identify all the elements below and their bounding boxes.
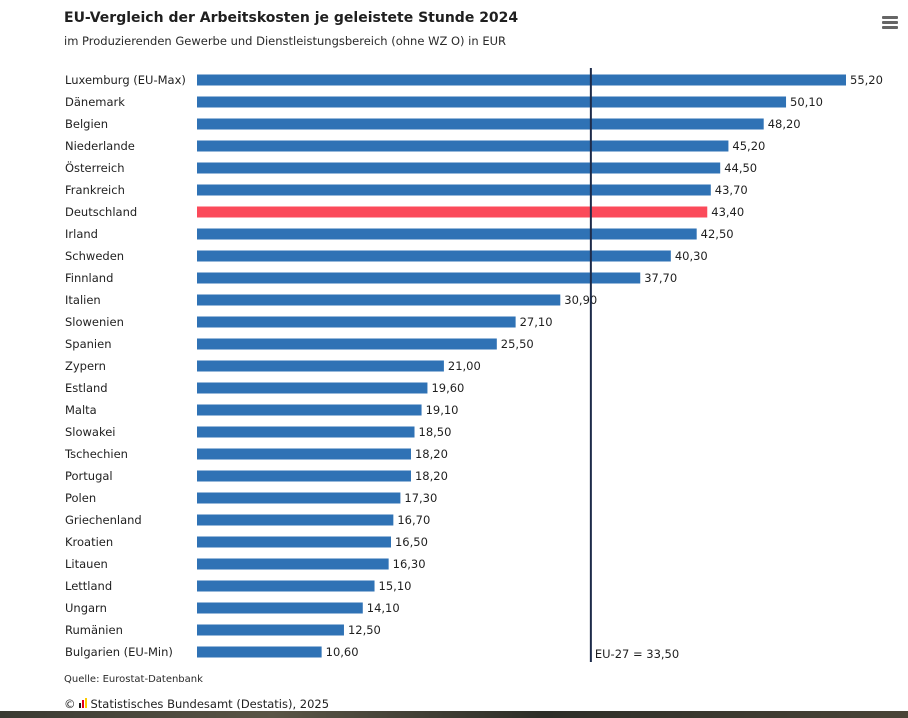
category-label: Lettland [65, 579, 112, 593]
bar [197, 228, 697, 240]
bars-layer [197, 74, 846, 658]
value-label: 42,50 [701, 227, 734, 241]
bar [197, 426, 415, 438]
category-label: Österreich [65, 159, 125, 175]
bar [197, 536, 391, 548]
category-label: Dänemark [65, 95, 125, 109]
bar [197, 140, 729, 152]
category-label: Deutschland [65, 205, 137, 219]
value-label: 50,10 [790, 95, 823, 109]
bar [197, 338, 497, 350]
category-label: Slowenien [65, 315, 124, 329]
value-label: 30,90 [564, 293, 597, 307]
category-label: Bulgarien (EU-Min) [65, 645, 173, 659]
bar-chart: Luxemburg (EU-Max) 55,20 Dänemark 50,10 Belg… [64, 68, 883, 662]
category-label: Slowakei [65, 425, 116, 439]
category-label: Schweden [65, 249, 124, 263]
category-label: Finnland [65, 271, 113, 285]
bar [197, 382, 428, 394]
category-label: Tschechien [64, 447, 128, 461]
value-label: 14,10 [367, 601, 400, 615]
eu-average-label: EU-27 = 33,50 [595, 647, 679, 661]
bar [197, 184, 711, 196]
source-note: Quelle: Eurostat-Datenbank [64, 674, 203, 685]
value-label: 19,10 [426, 403, 459, 417]
value-label: 37,70 [644, 271, 677, 285]
reference-layer: EU-27 = 33,50 [589, 68, 679, 662]
chart-subtitle: im Produzierenden Gewerbe und Dienstleis… [64, 34, 506, 48]
bar [197, 624, 344, 636]
category-label: Portugal [65, 469, 113, 483]
value-label: 40,30 [675, 249, 708, 263]
value-label: 15,10 [379, 579, 412, 593]
value-label: 44,50 [724, 161, 757, 175]
category-label: Malta [65, 403, 97, 417]
value-label: 55,20 [850, 73, 883, 87]
category-label: Estland [65, 381, 108, 395]
category-label: Frankreich [65, 183, 125, 197]
bar [197, 118, 764, 130]
value-label: 18,50 [419, 425, 452, 439]
category-label: Ungarn [65, 601, 107, 615]
value-label: 12,50 [348, 623, 381, 637]
bar [197, 250, 671, 262]
destatis-logo-icon [78, 697, 88, 711]
category-label: Italien [65, 293, 101, 307]
bar [197, 272, 641, 284]
value-label: 17,30 [404, 491, 437, 505]
value-label: 18,20 [415, 447, 448, 461]
category-label: Belgien [65, 117, 108, 131]
category-label: Irland [65, 227, 98, 241]
value-label: 19,60 [431, 381, 464, 395]
category-label: Zypern [65, 359, 106, 373]
hamburger-menu-icon[interactable] [882, 16, 900, 32]
bar [197, 404, 422, 416]
category-label: Polen [65, 491, 96, 505]
category-label: Kroatien [65, 535, 113, 549]
menu-line [882, 26, 898, 29]
value-label: 16,50 [395, 535, 428, 549]
labels-layer: Luxemburg (EU-Max) 55,20 Dänemark 50,10 Belg… [64, 73, 883, 659]
category-label: Griechenland [65, 513, 142, 527]
bar [197, 646, 322, 658]
bar [197, 448, 411, 460]
copyright-symbol: © [64, 697, 76, 711]
value-label: 21,00 [448, 359, 481, 373]
bottom-strip [0, 711, 908, 718]
category-label: Rumänien [65, 623, 123, 637]
bar-highlight [197, 206, 708, 218]
bar [197, 492, 401, 504]
menu-line [882, 16, 898, 19]
bar [197, 360, 444, 372]
category-label: Niederlande [65, 139, 135, 153]
value-label: 18,20 [415, 469, 448, 483]
value-label: 27,10 [520, 315, 553, 329]
bar [197, 580, 375, 592]
chart-title: EU-Vergleich der Arbeitskosten je geleis… [64, 10, 519, 26]
bar [197, 316, 516, 328]
bar [197, 514, 394, 526]
value-label: 10,60 [326, 645, 359, 659]
bar [197, 162, 721, 174]
menu-line [882, 21, 898, 24]
bar [197, 470, 411, 482]
value-label: 43,40 [711, 205, 744, 219]
value-label: 45,20 [732, 139, 765, 153]
bar [197, 558, 389, 570]
bar [197, 294, 561, 306]
category-label: Litauen [65, 557, 108, 571]
value-label: 43,70 [715, 183, 748, 197]
category-label: Luxemburg (EU-Max) [65, 73, 186, 87]
bar [197, 96, 787, 108]
category-label: Spanien [65, 337, 112, 351]
bar [197, 602, 363, 614]
value-label: 25,50 [501, 337, 534, 351]
copyright-line: © Statistisches Bundesamt (Destatis), 20… [64, 697, 329, 711]
publisher-text: Statistisches Bundesamt (Destatis), 2025 [90, 697, 330, 711]
value-label: 16,70 [397, 513, 430, 527]
bar [197, 74, 846, 86]
value-label: 48,20 [768, 117, 801, 131]
value-label: 16,30 [393, 557, 426, 571]
